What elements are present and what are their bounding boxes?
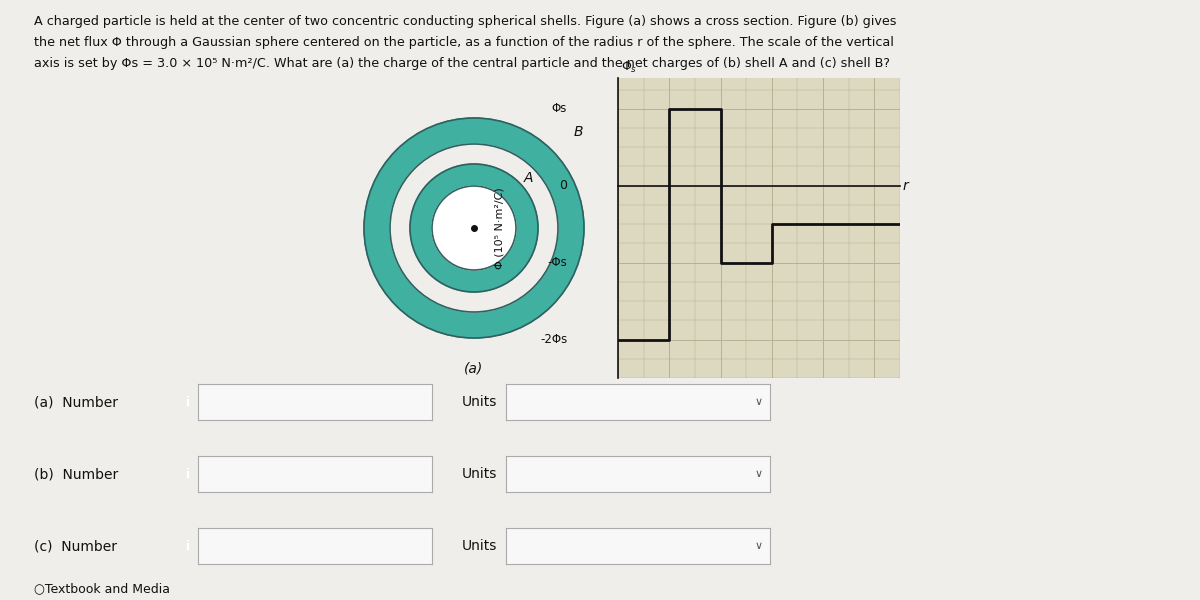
Circle shape <box>390 144 558 312</box>
Text: (a): (a) <box>464 361 484 375</box>
Circle shape <box>364 118 584 338</box>
Text: i: i <box>186 395 190 409</box>
Circle shape <box>432 186 516 270</box>
Text: (a)  Number: (a) Number <box>34 395 118 409</box>
Text: i: i <box>186 467 190 481</box>
Circle shape <box>410 164 538 292</box>
Text: (c)  Number: (c) Number <box>34 539 116 553</box>
Text: -2Φs: -2Φs <box>540 333 568 346</box>
Circle shape <box>432 186 516 270</box>
Text: ∨: ∨ <box>755 469 762 479</box>
Text: -Φs: -Φs <box>547 256 568 269</box>
Text: $\Phi_s$: $\Phi_s$ <box>620 60 637 75</box>
Text: (b): (b) <box>749 402 769 416</box>
Text: ○Textbook and Media: ○Textbook and Media <box>34 582 169 595</box>
Text: the net flux Φ through a Gaussian sphere centered on the particle, as a function: the net flux Φ through a Gaussian sphere… <box>34 36 894 49</box>
Text: i: i <box>186 539 190 553</box>
Text: Φ (10⁵ N·m²/C): Φ (10⁵ N·m²/C) <box>494 187 504 269</box>
Text: Φs: Φs <box>552 102 568 115</box>
Text: Units: Units <box>462 467 497 481</box>
Text: Units: Units <box>462 395 497 409</box>
Text: axis is set by Φs = 3.0 × 10⁵ N·m²/C. What are (a) the charge of the central par: axis is set by Φs = 3.0 × 10⁵ N·m²/C. Wh… <box>34 57 889 70</box>
Text: 0: 0 <box>559 179 568 192</box>
Text: A: A <box>523 171 533 185</box>
Text: ∨: ∨ <box>755 397 762 407</box>
Text: A charged particle is held at the center of two concentric conducting spherical : A charged particle is held at the center… <box>34 15 896 28</box>
Text: Units: Units <box>462 539 497 553</box>
Text: ∨: ∨ <box>755 541 762 551</box>
Text: (b)  Number: (b) Number <box>34 467 118 481</box>
Text: r: r <box>902 179 908 193</box>
Text: B: B <box>574 125 583 139</box>
